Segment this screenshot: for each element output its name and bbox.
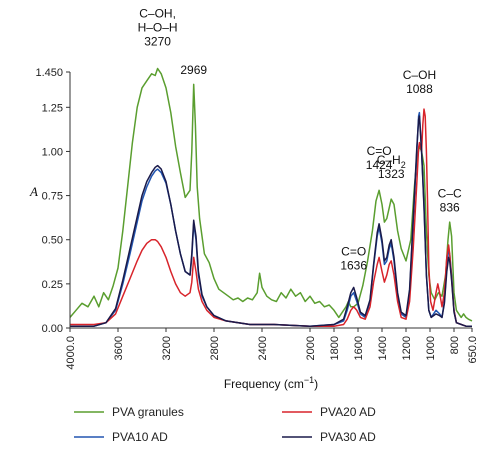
peak-annotation: C–H2 <box>377 153 406 170</box>
x-tick-label: 2400 <box>257 336 269 360</box>
peak-annotation-subscript: 2 <box>401 160 406 170</box>
peak-annotation: C–OH <box>403 68 436 82</box>
legend-label: PVA20 AD <box>320 405 376 419</box>
y-tick-label: 0.75 <box>42 191 63 203</box>
y-tick-label: 1.25 <box>42 102 63 114</box>
peak-annotation: 1323 <box>378 167 405 181</box>
peak-annotation: C=O <box>341 245 366 259</box>
peak-annotation: 1088 <box>406 82 433 96</box>
peak-annotation: C–OH, <box>139 7 176 21</box>
x-tick-label: 1000 <box>425 336 437 360</box>
x-axis-label-close: ) <box>314 377 318 391</box>
y-tick-label: 1.450 <box>35 67 63 79</box>
annotations-layer: C–OH,H–O–H32702969C=O1636C=O1424C–H21323… <box>138 7 462 273</box>
y-tick-label: 0.00 <box>42 323 63 335</box>
peak-annotation: 1636 <box>340 259 367 273</box>
legend-label: PVA30 AD <box>320 430 376 444</box>
x-tick-label: 1800 <box>329 336 341 360</box>
peak-annotation: C–C <box>438 186 462 200</box>
x-tick-label: 1600 <box>353 336 365 360</box>
y-axis-label: A <box>29 184 38 199</box>
peak-annotation: C=O <box>367 144 392 158</box>
x-axis-label-main: Frequency (cm <box>224 377 304 391</box>
x-tick-label: 1400 <box>377 336 389 360</box>
series-line-pva10-ad <box>70 111 472 327</box>
y-tick-label: 0.25 <box>42 279 63 291</box>
peak-annotation: 3270 <box>144 35 171 49</box>
legend: PVA granules PVA10 AD PVA20 AD PVA30 AD <box>74 405 376 444</box>
x-tick-label: 3600 <box>113 336 125 360</box>
x-tick-label: 3200 <box>161 336 173 360</box>
peak-annotation: H–O–H <box>138 21 178 35</box>
x-tick-label: 1200 <box>401 336 413 360</box>
series-line-pva-granules <box>69 67 473 322</box>
x-tick-label: 650.0 <box>467 336 479 364</box>
legend-label: PVA10 AD <box>112 430 168 444</box>
x-axis-label: Frequency (cm−1) <box>224 375 318 391</box>
series-layer <box>69 67 473 327</box>
series-line-pva20-ad <box>70 108 472 327</box>
x-tick-label: 2000 <box>305 336 317 360</box>
series-line-pva30-ad <box>70 115 472 327</box>
peak-annotation: 1424 <box>366 158 393 172</box>
peak-annotation: 2969 <box>180 63 207 77</box>
axes-layer <box>69 72 472 329</box>
legend-label: PVA granules <box>112 405 184 419</box>
x-tick-label: 2800 <box>209 336 221 360</box>
y-tick-label: 1.00 <box>42 146 63 158</box>
x-axis-label-sup: −1 <box>304 375 314 385</box>
ticks-layer: 0.00 0.25 0.50 0.75 1.00 1.25 1.450 4000.0 3600 3… <box>35 67 479 370</box>
x-tick-label: 800 <box>449 336 461 354</box>
y-tick-label: 0.50 <box>42 235 63 247</box>
x-tick-label: 4000.0 <box>65 336 77 370</box>
peak-annotation: 836 <box>440 200 460 214</box>
